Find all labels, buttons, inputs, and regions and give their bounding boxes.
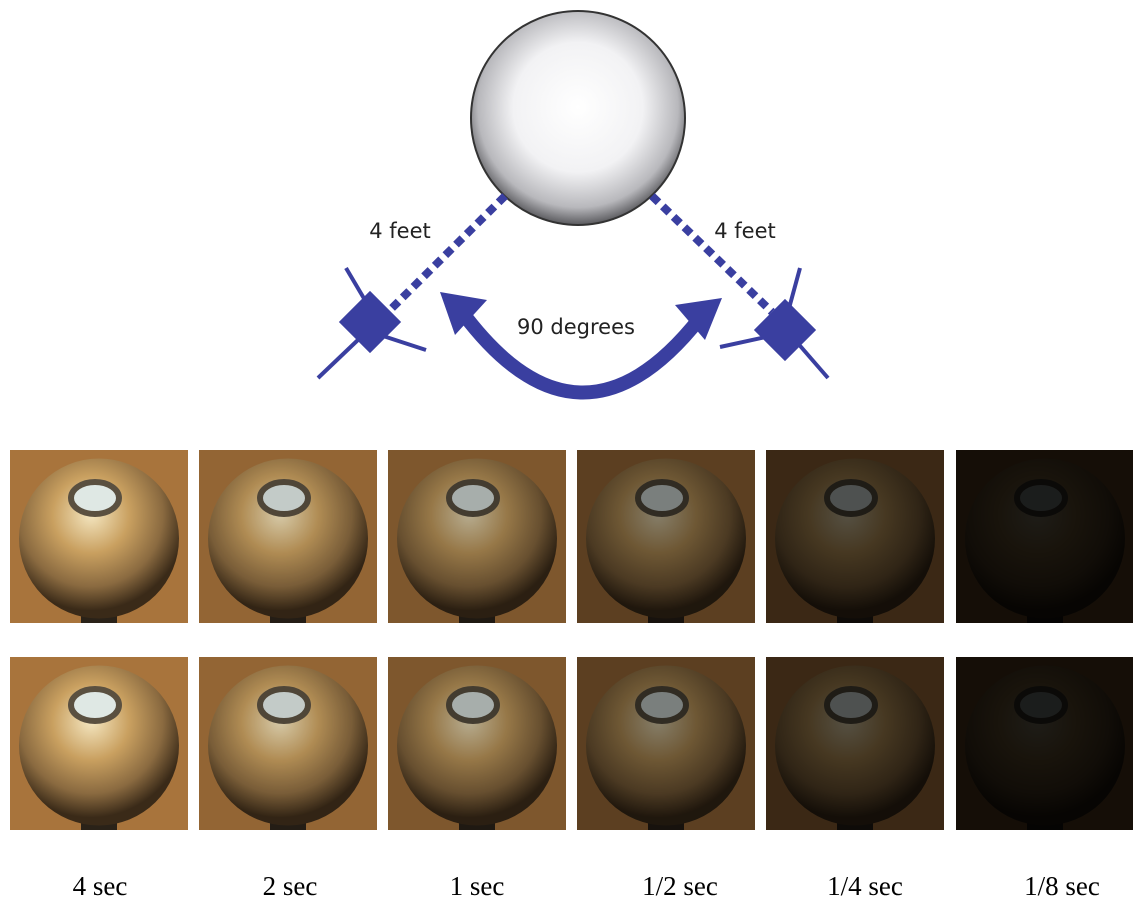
angle-label: 90 degrees — [517, 315, 635, 339]
exposure-shade — [388, 657, 566, 830]
exposure-shade — [766, 657, 944, 830]
photo — [199, 450, 377, 623]
exposure-shade — [199, 450, 377, 623]
photo — [199, 657, 377, 830]
camera — [318, 268, 426, 378]
photo — [766, 657, 944, 830]
exposure-shade — [577, 450, 755, 623]
exposure-captions: 4 sec 2 sec 1 sec 1/2 sec 1/4 sec 1/8 sec — [73, 871, 1100, 901]
exposure-label: 1/4 sec — [827, 871, 903, 901]
photo — [388, 450, 566, 623]
exposure-label: 1/2 sec — [642, 871, 718, 901]
page: 4 feet 4 feet 90 degrees 4 sec 2 sec 1 sec… — [0, 0, 1133, 901]
distance-line — [652, 196, 772, 312]
photo — [10, 450, 188, 623]
exposure-shade — [388, 450, 566, 623]
photo — [956, 657, 1133, 830]
exposure-shade — [956, 657, 1133, 830]
exposure-label: 4 sec — [73, 871, 128, 901]
photo — [577, 450, 755, 623]
sphere — [471, 11, 685, 225]
exposure-shade — [199, 657, 377, 830]
exposure-shade — [577, 657, 755, 830]
exposure-shade — [766, 450, 944, 623]
exposure-label: 1/8 sec — [1024, 871, 1100, 901]
photo — [766, 450, 944, 623]
photo — [956, 450, 1133, 623]
photo — [577, 657, 755, 830]
photo — [388, 657, 566, 830]
photo-grid — [10, 450, 1133, 830]
distance-label: 4 feet — [714, 219, 776, 243]
photo — [10, 657, 188, 830]
setup-diagram: 4 feet 4 feet 90 degrees — [318, 11, 828, 393]
distance-label: 4 feet — [369, 219, 431, 243]
exposure-label: 1 sec — [450, 871, 505, 901]
exposure-shade — [956, 450, 1133, 623]
camera — [720, 268, 828, 378]
exposure-label: 2 sec — [263, 871, 318, 901]
